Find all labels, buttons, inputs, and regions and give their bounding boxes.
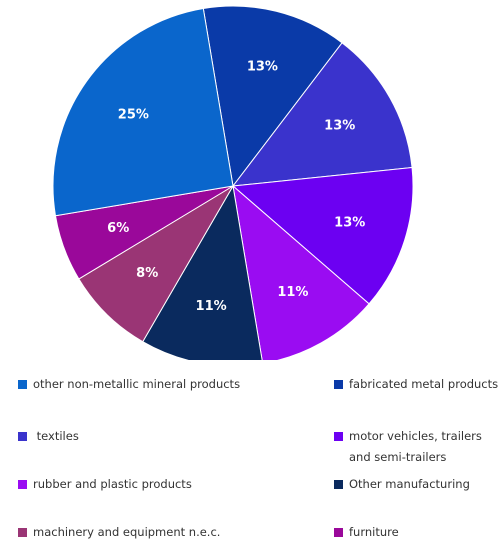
- legend-item-fabricated-metal-products: fabricated metal products: [334, 374, 499, 395]
- legend-label: furniture: [349, 525, 399, 539]
- legend-item-motor-vehicles: motor vehicles, trailers and semi-traile…: [334, 426, 484, 468]
- legend-swatch: [18, 380, 27, 389]
- pie-slice-value-label: 11%: [196, 299, 227, 314]
- legend-swatch: [334, 380, 343, 389]
- pie-slice-value-label: 13%: [334, 215, 365, 230]
- pie-slice-value-label: 13%: [247, 60, 278, 75]
- pie-slice-machinery-and-equipment-n-e-c: [78, 185, 234, 343]
- legend-item-textiles: textiles: [18, 426, 318, 447]
- legend-item-rubber-and-plastic-products: rubber and plastic products: [18, 474, 318, 495]
- pie-slice-motor-vehicles-trailers-and-semi-trailers: [231, 166, 414, 305]
- legend-swatch: [18, 528, 27, 537]
- legend-label: machinery and equipment n.e.c.: [33, 525, 221, 539]
- pie-slice-value-label: 6%: [107, 221, 129, 236]
- legend-item-furniture: furniture: [334, 522, 499, 543]
- pie-slice-value-label: 8%: [136, 266, 158, 281]
- legend-swatch: [18, 480, 27, 489]
- legend-label: fabricated metal products: [349, 377, 499, 391]
- pie-slice-rubber-and-plastic-products: [232, 184, 370, 360]
- legend-swatch: [18, 432, 27, 441]
- pie-slice-value-label: 11%: [277, 285, 308, 300]
- pie-slices: [52, 5, 414, 360]
- pie-labels: 13% 13% 13% 11% 11% 8% 6% 25%: [107, 60, 365, 314]
- pie-slice-other-non-metallic-mineral-products: [52, 7, 234, 217]
- pie-slice-value-label: 25%: [118, 107, 149, 122]
- pie-slice-fabricated-metal-products: [202, 5, 343, 188]
- legend-label: motor vehicles, trailers and semi-traile…: [349, 429, 482, 464]
- pie-slice-value-label: 13%: [324, 119, 355, 134]
- legend-label: Other manufacturing: [349, 477, 470, 491]
- pie-slice-other-manufacturing: [142, 184, 263, 360]
- legend-item-other-manufacturing: Other manufacturing: [334, 474, 499, 495]
- legend-swatch: [334, 432, 343, 441]
- legend-item-machinery-and-equipment: machinery and equipment n.e.c.: [18, 522, 318, 543]
- pie-slice-textiles: [231, 42, 413, 187]
- legend-label: other non-metallic mineral products: [33, 377, 241, 391]
- legend-label: rubber and plastic products: [33, 477, 192, 491]
- legend-swatch: [334, 480, 343, 489]
- legend-label: textiles: [33, 429, 79, 443]
- legend-item-other-non-metallic-mineral-products: other non-metallic mineral products: [18, 374, 318, 395]
- pie-chart: 13% 13% 13% 11% 11% 8% 6% 25%: [52, 5, 414, 360]
- legend-swatch: [334, 528, 343, 537]
